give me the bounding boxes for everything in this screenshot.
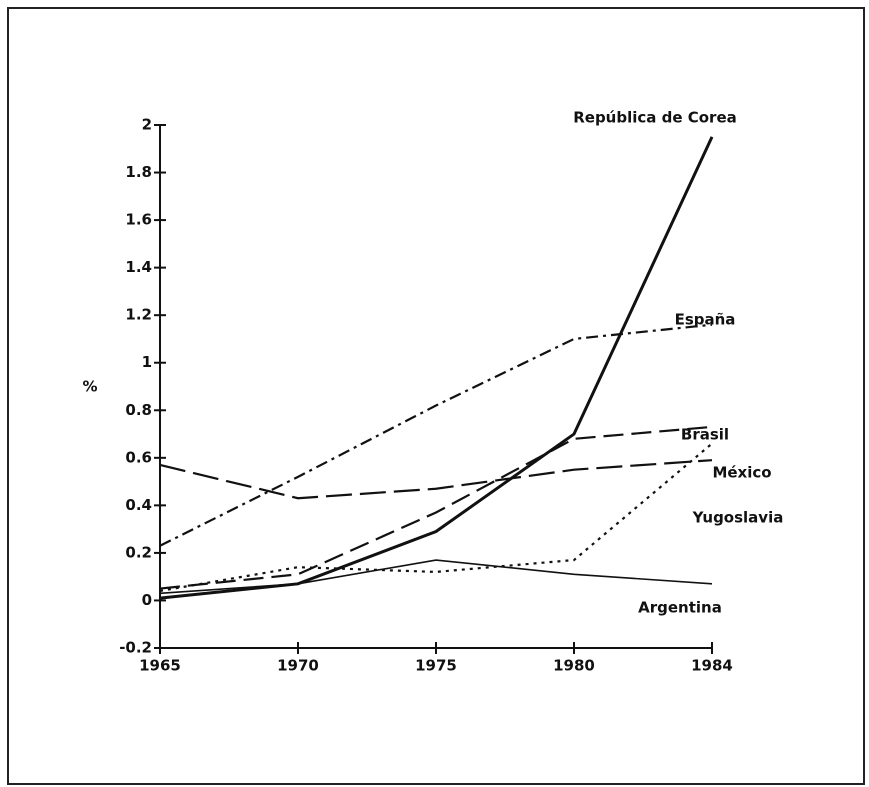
series-label: Argentina [638, 599, 722, 617]
series-line [159, 459, 713, 500]
x-tick-label: 1975 [415, 657, 457, 675]
y-tick-label: -0.2 [119, 639, 152, 657]
y-tick-label: 0.4 [125, 496, 152, 514]
series-line [159, 559, 713, 595]
series-line [159, 442, 713, 593]
series-label: Brasil [681, 426, 729, 444]
x-tick-label: 1965 [139, 657, 181, 675]
x-tick-label: 1980 [553, 657, 595, 675]
series-line [159, 323, 713, 547]
series-label: República de Corea [573, 109, 737, 127]
x-tick-label: 1970 [277, 657, 319, 675]
frame [7, 7, 865, 785]
y-tick-label: 1.8 [125, 163, 152, 181]
y-tick-label: 1.2 [125, 306, 152, 324]
y-tick-label: 1.6 [125, 211, 152, 229]
series-label: México [712, 464, 771, 482]
series-line [159, 136, 714, 600]
y-tick-label: 0 [142, 591, 152, 609]
y-tick-label: 0.8 [125, 401, 152, 419]
y-tick-label: 1.4 [125, 258, 152, 276]
y-tick-label: 2 [142, 116, 152, 134]
y-tick-label: 0.6 [125, 448, 152, 466]
y-axis-label: % [82, 378, 97, 396]
y-tick-label: 0.2 [125, 543, 152, 561]
x-tick-label: 1984 [691, 657, 733, 675]
series-label: España [675, 311, 736, 329]
series-label: Yugoslavia [692, 509, 784, 527]
series-line [159, 425, 713, 590]
y-tick-label: 1 [142, 353, 152, 371]
